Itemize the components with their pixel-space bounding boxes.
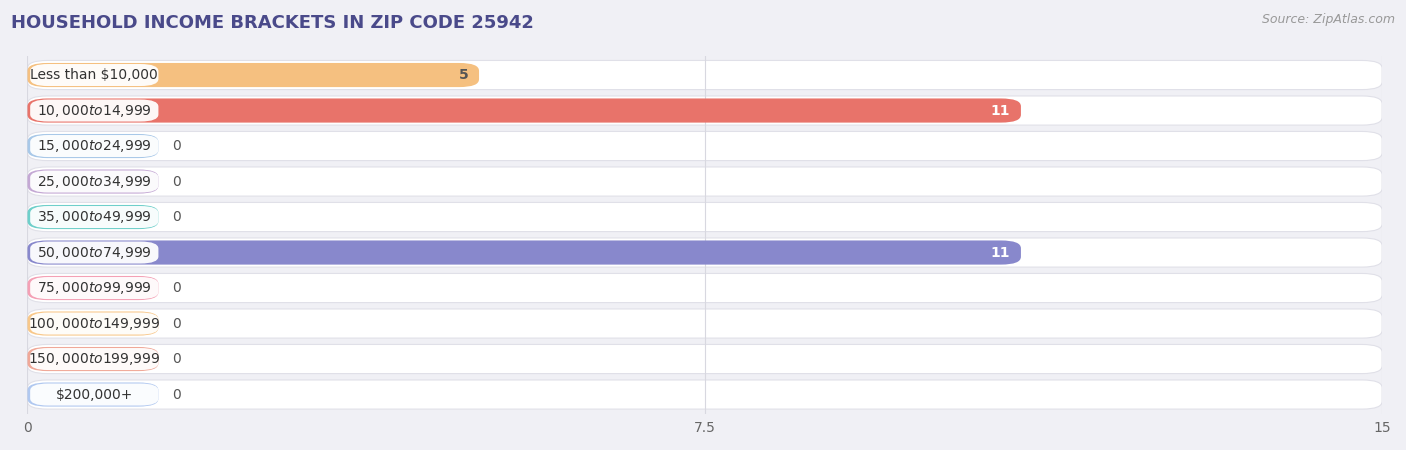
FancyBboxPatch shape bbox=[28, 309, 1382, 338]
FancyBboxPatch shape bbox=[28, 276, 159, 300]
FancyBboxPatch shape bbox=[28, 238, 1382, 267]
Text: 11: 11 bbox=[991, 246, 1010, 260]
FancyBboxPatch shape bbox=[30, 135, 159, 157]
Text: $35,000 to $49,999: $35,000 to $49,999 bbox=[37, 209, 152, 225]
Text: 0: 0 bbox=[172, 210, 181, 224]
FancyBboxPatch shape bbox=[30, 242, 159, 264]
FancyBboxPatch shape bbox=[28, 205, 159, 229]
Text: Less than $10,000: Less than $10,000 bbox=[31, 68, 157, 82]
FancyBboxPatch shape bbox=[28, 380, 1382, 409]
Text: $75,000 to $99,999: $75,000 to $99,999 bbox=[37, 280, 152, 296]
Text: 0: 0 bbox=[172, 281, 181, 295]
FancyBboxPatch shape bbox=[30, 64, 159, 86]
Text: $200,000+: $200,000+ bbox=[56, 387, 134, 401]
Text: 0: 0 bbox=[172, 352, 181, 366]
Text: $100,000 to $149,999: $100,000 to $149,999 bbox=[28, 315, 160, 332]
FancyBboxPatch shape bbox=[28, 311, 159, 336]
Text: $50,000 to $74,999: $50,000 to $74,999 bbox=[37, 244, 152, 261]
FancyBboxPatch shape bbox=[28, 347, 159, 371]
FancyBboxPatch shape bbox=[30, 99, 159, 122]
FancyBboxPatch shape bbox=[30, 383, 159, 405]
Text: 0: 0 bbox=[172, 139, 181, 153]
FancyBboxPatch shape bbox=[28, 240, 1021, 265]
Text: 5: 5 bbox=[458, 68, 468, 82]
Text: $10,000 to $14,999: $10,000 to $14,999 bbox=[37, 103, 152, 118]
FancyBboxPatch shape bbox=[28, 167, 1382, 196]
Text: HOUSEHOLD INCOME BRACKETS IN ZIP CODE 25942: HOUSEHOLD INCOME BRACKETS IN ZIP CODE 25… bbox=[11, 14, 534, 32]
FancyBboxPatch shape bbox=[28, 60, 1382, 90]
FancyBboxPatch shape bbox=[28, 202, 1382, 232]
FancyBboxPatch shape bbox=[28, 96, 1382, 125]
FancyBboxPatch shape bbox=[28, 344, 1382, 374]
FancyBboxPatch shape bbox=[30, 277, 159, 299]
FancyBboxPatch shape bbox=[28, 170, 159, 194]
Text: 0: 0 bbox=[172, 316, 181, 331]
Text: 11: 11 bbox=[991, 104, 1010, 117]
FancyBboxPatch shape bbox=[30, 206, 159, 228]
Text: 0: 0 bbox=[172, 175, 181, 189]
FancyBboxPatch shape bbox=[30, 312, 159, 334]
FancyBboxPatch shape bbox=[28, 99, 1021, 122]
FancyBboxPatch shape bbox=[30, 348, 159, 370]
FancyBboxPatch shape bbox=[28, 274, 1382, 302]
FancyBboxPatch shape bbox=[28, 131, 1382, 161]
FancyBboxPatch shape bbox=[28, 382, 159, 407]
Text: $150,000 to $199,999: $150,000 to $199,999 bbox=[28, 351, 160, 367]
Text: Source: ZipAtlas.com: Source: ZipAtlas.com bbox=[1261, 14, 1395, 27]
FancyBboxPatch shape bbox=[28, 63, 479, 87]
Text: 0: 0 bbox=[172, 387, 181, 401]
FancyBboxPatch shape bbox=[30, 171, 159, 193]
FancyBboxPatch shape bbox=[28, 134, 159, 158]
Text: $25,000 to $34,999: $25,000 to $34,999 bbox=[37, 174, 152, 189]
Text: $15,000 to $24,999: $15,000 to $24,999 bbox=[37, 138, 152, 154]
